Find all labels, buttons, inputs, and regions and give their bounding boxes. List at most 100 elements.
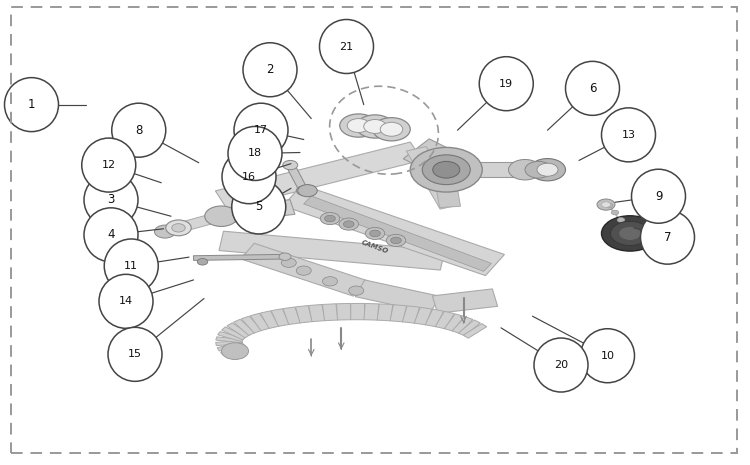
Polygon shape (414, 307, 432, 325)
Circle shape (373, 118, 410, 141)
Circle shape (279, 253, 291, 260)
Ellipse shape (4, 78, 58, 132)
Text: 14: 14 (119, 296, 133, 306)
Circle shape (602, 202, 610, 207)
Circle shape (370, 230, 380, 237)
Circle shape (611, 210, 619, 215)
Polygon shape (260, 311, 279, 328)
Circle shape (617, 218, 625, 222)
Text: 15: 15 (128, 349, 142, 359)
Text: 7: 7 (664, 231, 671, 244)
Polygon shape (364, 304, 379, 320)
Circle shape (344, 221, 354, 227)
Ellipse shape (104, 239, 158, 293)
Text: 3: 3 (107, 193, 115, 206)
Polygon shape (221, 327, 246, 340)
Ellipse shape (566, 61, 620, 115)
Polygon shape (425, 309, 443, 327)
Circle shape (422, 155, 470, 185)
Circle shape (597, 199, 615, 210)
Circle shape (410, 147, 482, 192)
Polygon shape (377, 304, 393, 321)
Text: 18: 18 (248, 148, 262, 159)
Ellipse shape (479, 57, 533, 111)
Ellipse shape (640, 210, 694, 264)
Circle shape (172, 224, 185, 232)
Circle shape (365, 227, 385, 239)
Polygon shape (356, 280, 440, 313)
Ellipse shape (228, 126, 282, 180)
Ellipse shape (84, 208, 138, 262)
Ellipse shape (243, 43, 297, 97)
Circle shape (339, 218, 358, 230)
Ellipse shape (84, 173, 138, 227)
Circle shape (349, 286, 364, 295)
Text: 8: 8 (135, 124, 142, 137)
Text: 4: 4 (107, 228, 115, 241)
Polygon shape (283, 185, 505, 276)
Text: 11: 11 (124, 261, 138, 271)
Polygon shape (444, 314, 464, 331)
Circle shape (356, 115, 394, 138)
Text: CAMSO: CAMSO (361, 239, 389, 255)
Circle shape (320, 213, 340, 225)
Polygon shape (283, 307, 301, 325)
Polygon shape (241, 243, 367, 296)
Text: 9: 9 (655, 190, 662, 203)
Circle shape (605, 203, 613, 208)
Text: 6: 6 (589, 82, 596, 95)
Polygon shape (432, 162, 460, 207)
Polygon shape (286, 164, 308, 192)
Polygon shape (194, 254, 285, 260)
Circle shape (525, 161, 552, 178)
Circle shape (325, 215, 335, 222)
Polygon shape (217, 342, 244, 351)
Polygon shape (390, 305, 406, 322)
Ellipse shape (222, 150, 276, 204)
Polygon shape (251, 313, 270, 331)
Polygon shape (406, 146, 460, 209)
Polygon shape (435, 312, 454, 329)
Circle shape (619, 226, 641, 240)
Polygon shape (215, 142, 422, 209)
Text: 12: 12 (102, 160, 116, 170)
Ellipse shape (580, 329, 634, 383)
Ellipse shape (82, 138, 136, 192)
Polygon shape (296, 306, 313, 323)
Ellipse shape (632, 169, 686, 223)
Polygon shape (233, 319, 255, 335)
Polygon shape (227, 323, 250, 338)
Circle shape (166, 220, 191, 236)
Text: 10: 10 (601, 351, 614, 361)
Circle shape (283, 160, 298, 170)
Ellipse shape (234, 103, 288, 157)
Circle shape (386, 234, 406, 246)
Text: 16: 16 (242, 172, 256, 182)
Circle shape (347, 119, 370, 133)
Text: 13: 13 (622, 130, 635, 140)
Text: 1: 1 (28, 98, 35, 111)
Circle shape (602, 216, 658, 251)
Ellipse shape (99, 274, 153, 328)
Polygon shape (272, 309, 290, 326)
Polygon shape (216, 337, 242, 343)
Circle shape (537, 163, 558, 176)
Polygon shape (446, 162, 525, 177)
Ellipse shape (320, 20, 374, 73)
Polygon shape (242, 316, 262, 333)
Circle shape (530, 159, 566, 181)
Circle shape (433, 161, 460, 178)
Circle shape (380, 122, 403, 136)
Circle shape (610, 221, 650, 246)
Circle shape (197, 259, 208, 265)
Circle shape (221, 343, 248, 359)
Polygon shape (322, 304, 338, 321)
Ellipse shape (112, 103, 166, 157)
Polygon shape (337, 304, 351, 320)
Ellipse shape (108, 327, 162, 381)
Text: 2: 2 (266, 63, 274, 76)
Polygon shape (464, 324, 487, 338)
Circle shape (281, 258, 296, 267)
Circle shape (322, 277, 338, 286)
Circle shape (509, 159, 542, 180)
